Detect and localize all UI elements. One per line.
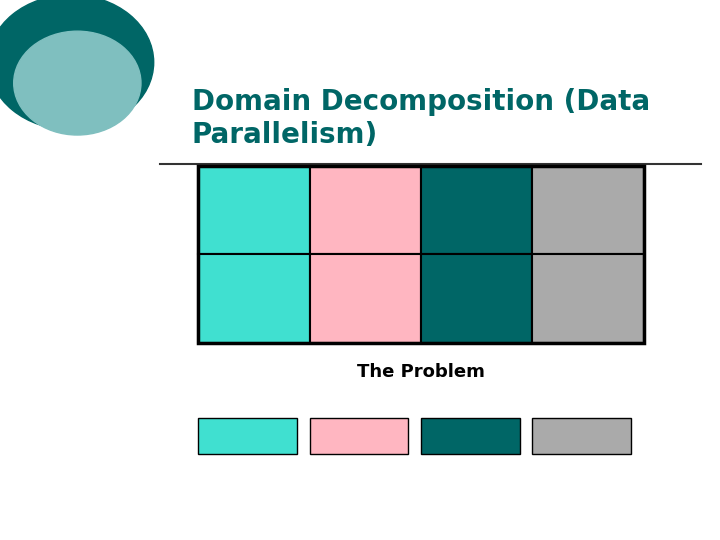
Text: Domain Decomposition (Data
Parallelism): Domain Decomposition (Data Parallelism) — [192, 88, 650, 149]
Bar — [421, 418, 520, 454]
Bar — [532, 254, 644, 343]
Bar — [198, 254, 310, 343]
Bar — [310, 166, 421, 254]
Bar — [310, 254, 421, 343]
Text: Machine 1: Machine 1 — [207, 429, 287, 443]
Circle shape — [14, 31, 141, 135]
Circle shape — [0, 0, 153, 130]
Bar — [310, 418, 408, 454]
Bar — [421, 254, 532, 343]
Bar — [198, 166, 310, 254]
Text: The Problem: The Problem — [357, 363, 485, 381]
Bar — [532, 418, 631, 454]
Text: Machine 2: Machine 2 — [319, 429, 399, 443]
Bar — [198, 418, 297, 454]
Text: Machine 4: Machine 4 — [541, 429, 621, 443]
Text: Machine 3: Machine 3 — [431, 429, 510, 443]
Bar — [421, 166, 532, 254]
Bar — [198, 166, 644, 343]
Bar — [532, 166, 644, 254]
